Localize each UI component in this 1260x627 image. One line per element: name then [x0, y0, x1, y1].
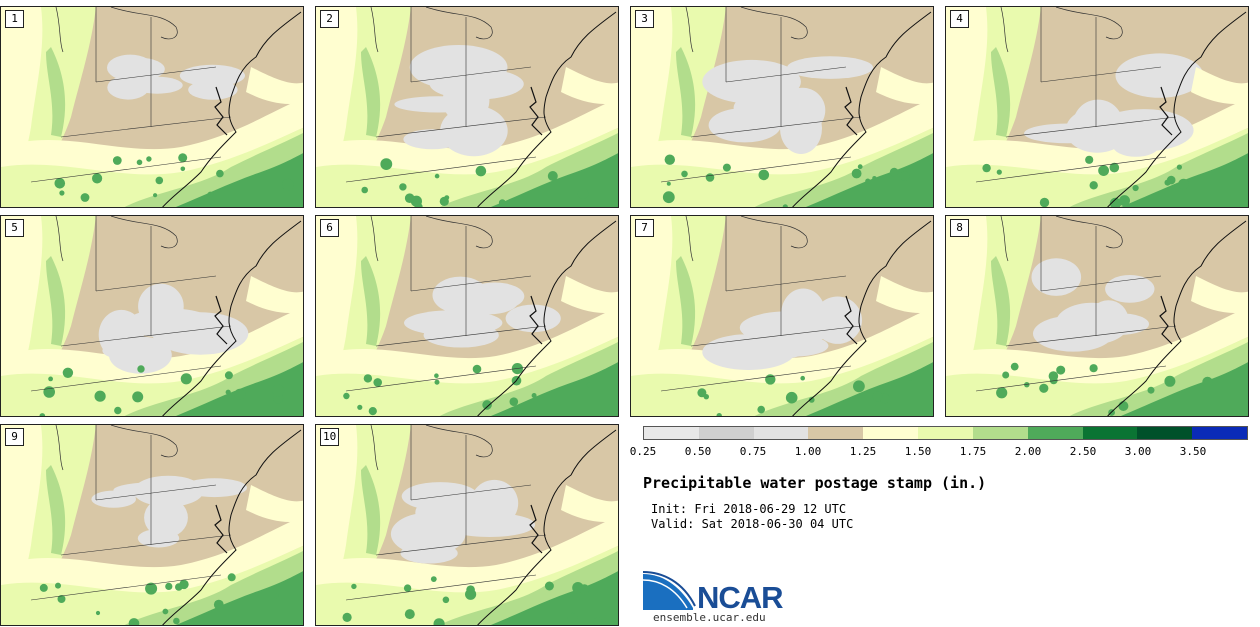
stamp-panel: 9: [0, 424, 304, 626]
panel-number: 4: [950, 10, 969, 28]
colorbar-swatch: [1082, 427, 1138, 439]
colorbar-tick-label: 0.50: [684, 445, 712, 458]
panel-number: 9: [5, 428, 24, 446]
stamp-panel: 3: [630, 6, 934, 208]
colorbar-tick-label: 1.75: [959, 445, 987, 458]
colorbar-swatch: [698, 427, 754, 439]
colorbar-tick-label: 0.25: [629, 445, 657, 458]
chart-title: Precipitable water postage stamp (in.): [643, 474, 987, 492]
stamp-panel: 8: [945, 215, 1249, 417]
panel-number: 2: [320, 10, 339, 28]
panel-number: 3: [635, 10, 654, 28]
panel-number: 1: [5, 10, 24, 28]
time-info: Init: Fri 2018-06-29 12 UTC Valid: Sat 2…: [651, 502, 853, 532]
colorbar-tick-label: 1.50: [904, 445, 932, 458]
colorbar: [643, 426, 1248, 440]
colorbar-tick-label: 3.50: [1179, 445, 1207, 458]
colorbar-tick-label: 3.00: [1124, 445, 1152, 458]
panel-number: 10: [320, 428, 340, 446]
colorbar-tick-label: 2.50: [1069, 445, 1097, 458]
stamp-panel: 4: [945, 6, 1249, 208]
logo-name: NCAR: [697, 580, 784, 615]
logo-url: ensemble.ucar.edu: [653, 611, 766, 624]
colorbar-swatch: [918, 427, 973, 439]
colorbar-swatch: [1027, 427, 1083, 439]
valid-time: Valid: Sat 2018-06-30 04 UTC: [651, 517, 854, 531]
colorbar-swatch: [644, 427, 699, 439]
colorbar-swatch: [753, 427, 809, 439]
stamp-panel: 6: [315, 215, 619, 417]
colorbar-swatch: [1192, 427, 1247, 439]
panel-number: 6: [320, 219, 339, 237]
init-time: Init: Fri 2018-06-29 12 UTC: [651, 502, 847, 516]
stamp-panel: 2: [315, 6, 619, 208]
colorbar-tick-label: 1.00: [794, 445, 822, 458]
colorbar-tick-label: 2.00: [1014, 445, 1042, 458]
stamp-panel: 5: [0, 215, 304, 417]
colorbar-swatch: [1137, 427, 1193, 439]
colorbar-tick-label: 0.75: [739, 445, 767, 458]
colorbar-ticks: 0.25 0.50 0.75 1.00 1.25 1.50 1.75 2.00 2.50 3.00…: [630, 445, 1260, 459]
panel-number: 8: [950, 219, 969, 237]
stamp-panel: 7: [630, 215, 934, 417]
stamp-panel: 1: [0, 6, 304, 208]
panel-number: 5: [5, 219, 24, 237]
colorbar-tick-label: 1.25: [849, 445, 877, 458]
colorbar-swatch: [972, 427, 1028, 439]
ncar-logo-icon: [643, 571, 696, 610]
stamp-panel: 10: [315, 424, 619, 626]
colorbar-swatch: [863, 427, 919, 439]
colorbar-swatch: [808, 427, 864, 439]
panel-number: 7: [635, 219, 654, 237]
